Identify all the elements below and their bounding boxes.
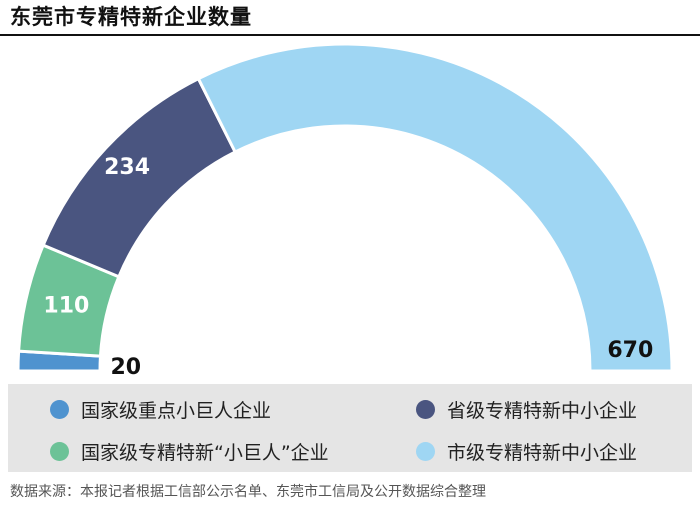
legend-label-national-key: 国家级重点小巨人企业 <box>81 400 272 422</box>
legend: 国家级重点小巨人企业 省级专精特新中小企业 国家级专精特新“小巨人”企业 市级专… <box>8 384 692 472</box>
half-donut-chart: 20 110 234 670 <box>16 42 674 380</box>
legend-swatch-municipal <box>416 442 435 461</box>
data-label-national-little-giant: 110 <box>43 293 89 318</box>
data-label-municipal: 670 <box>607 338 653 363</box>
legend-item-national-little-giant: 国家级专精特新“小巨人”企业 <box>50 438 329 465</box>
legend-item-provincial: 省级专精特新中小企业 <box>416 396 637 423</box>
title-divider <box>0 34 700 36</box>
legend-label-municipal: 市级专精特新中小企业 <box>447 442 638 464</box>
chart-title: 东莞市专精特新企业数量 <box>10 5 252 29</box>
data-label-national-key: 20 <box>110 355 141 380</box>
legend-label-provincial: 省级专精特新中小企业 <box>447 400 638 422</box>
legend-swatch-national-little-giant <box>50 442 69 461</box>
legend-label-national-little-giant: 国家级专精特新“小巨人”企业 <box>81 442 329 464</box>
legend-item-municipal: 市级专精特新中小企业 <box>416 438 637 465</box>
data-label-provincial: 234 <box>104 155 150 180</box>
legend-swatch-provincial <box>416 400 435 419</box>
legend-swatch-national-key <box>50 400 69 419</box>
source-note: 数据来源：本报记者根据工信部公示名单、东莞市工信局及公开数据综合整理 <box>10 484 486 500</box>
donut-slice-municipal <box>196 42 674 373</box>
legend-item-national-key: 国家级重点小巨人企业 <box>50 396 271 423</box>
